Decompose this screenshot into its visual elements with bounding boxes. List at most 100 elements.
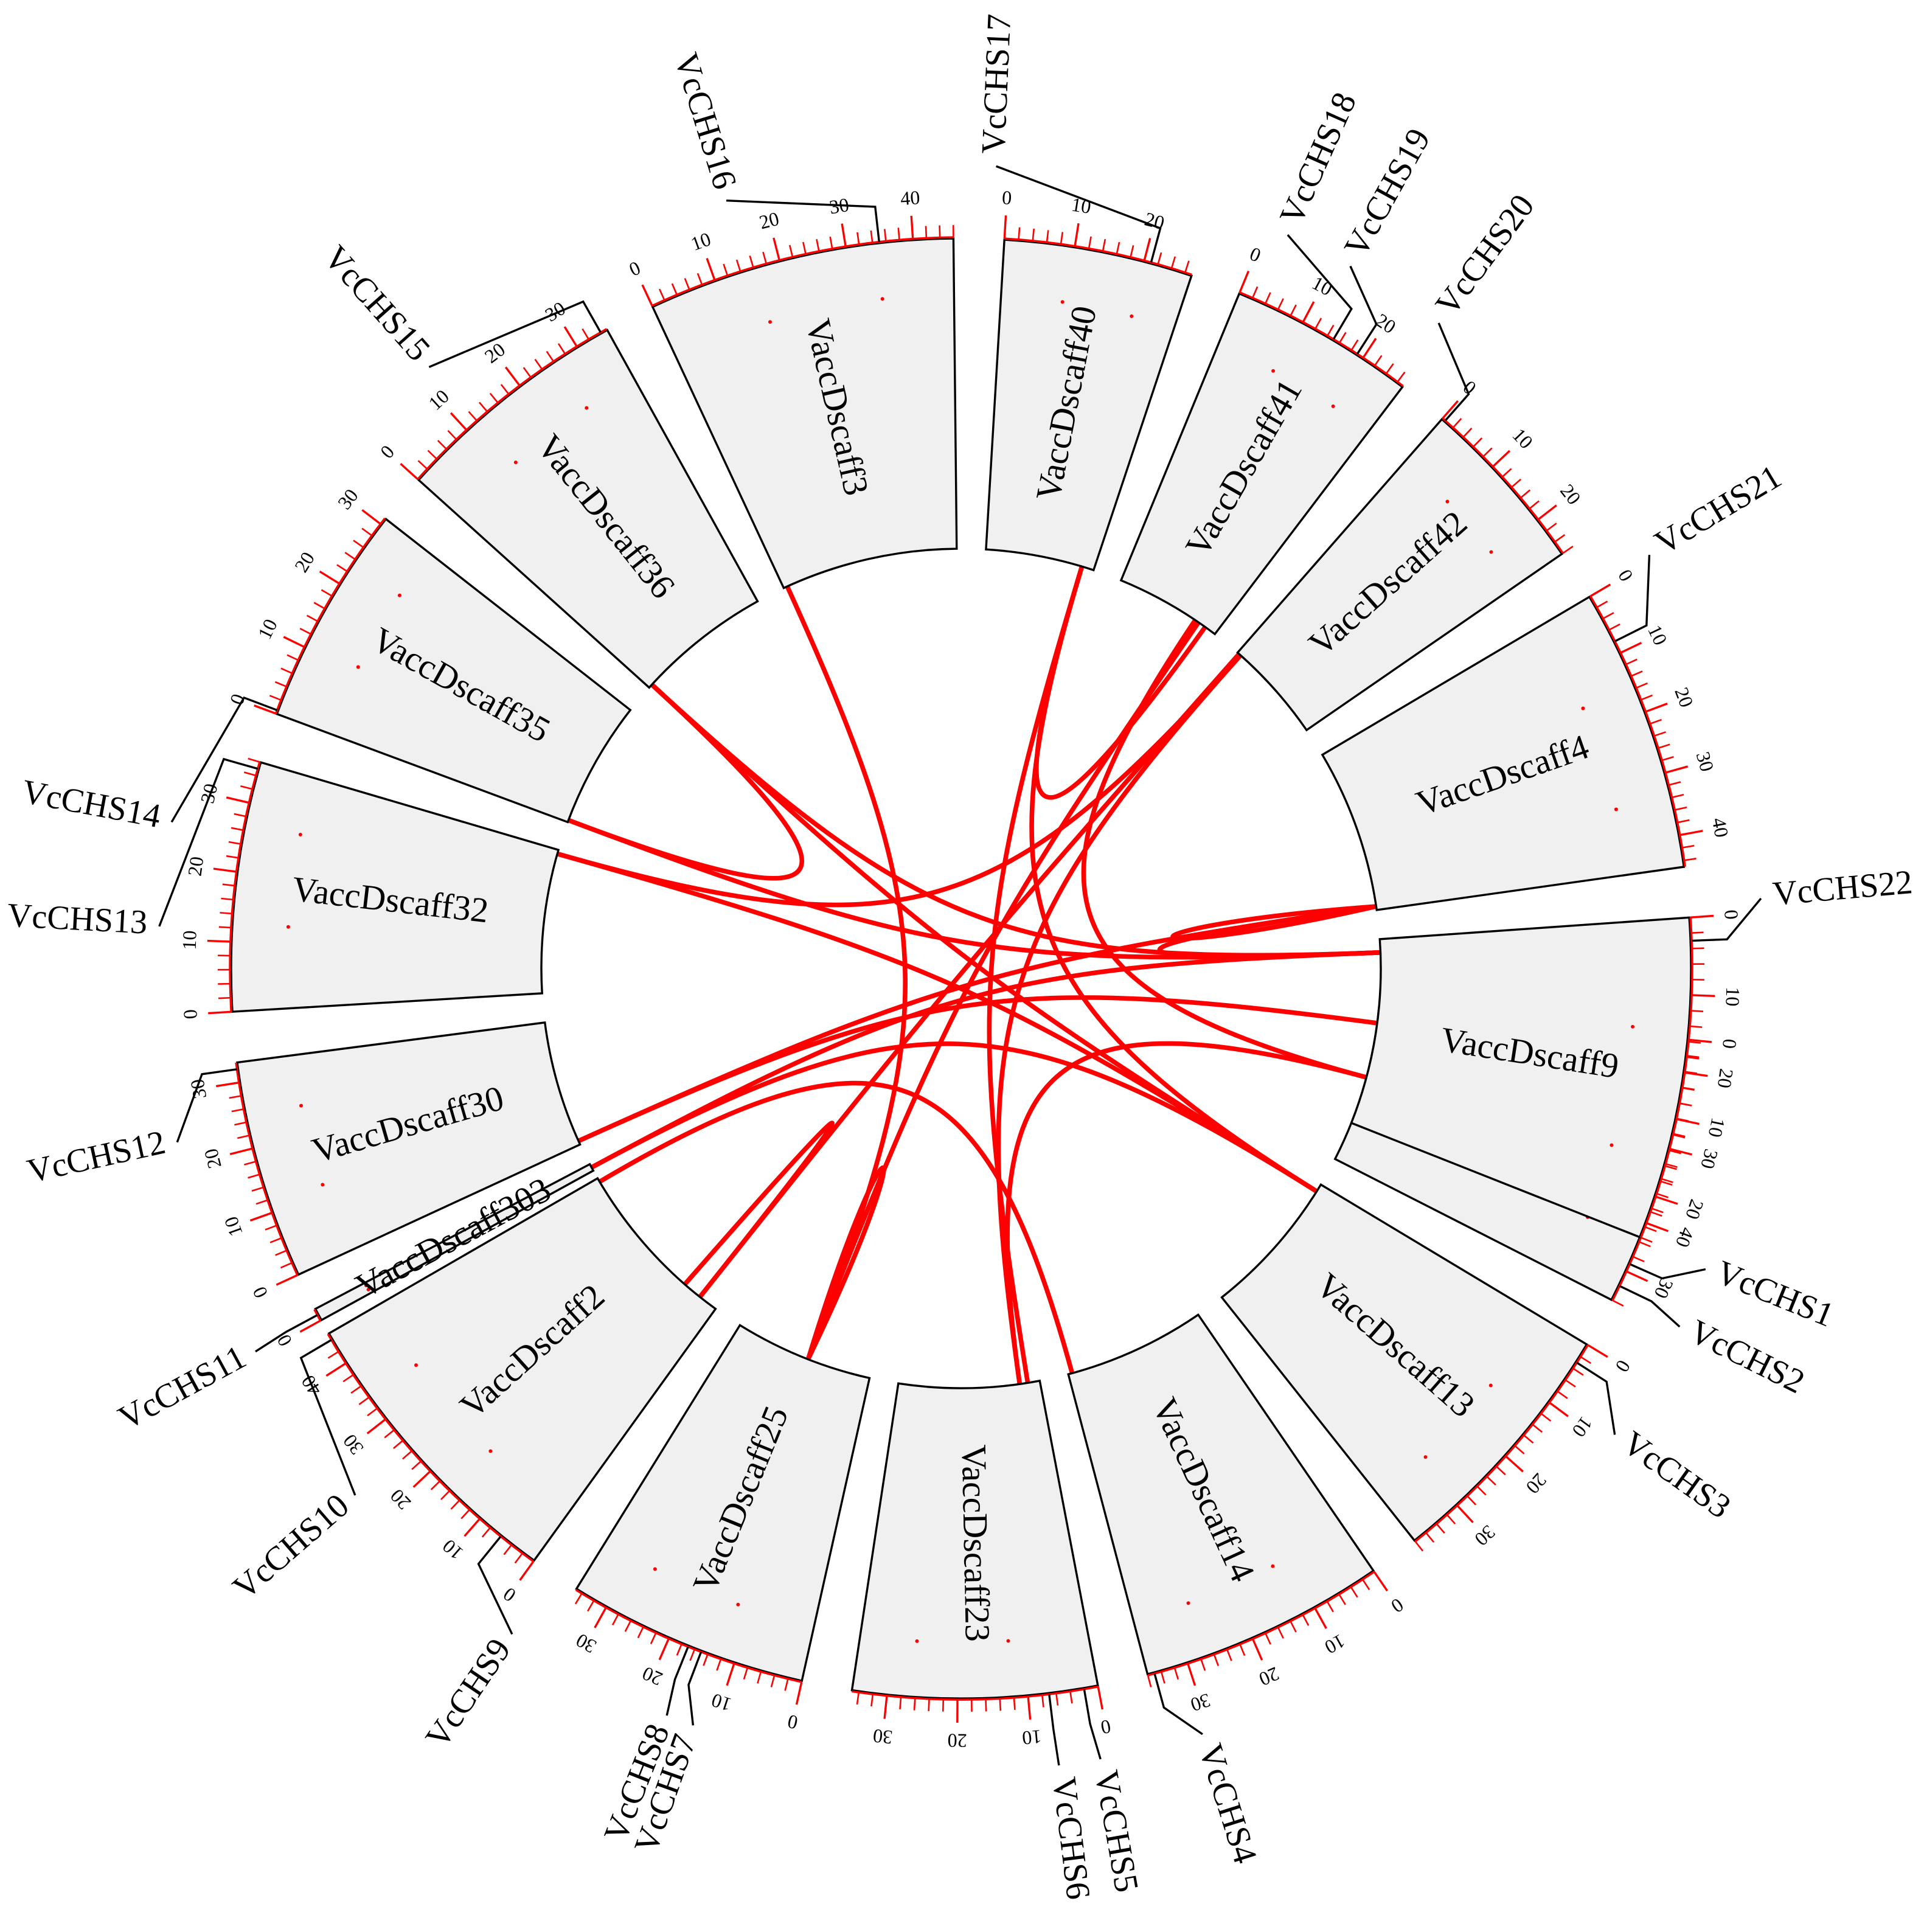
minor-tick: [1690, 1010, 1704, 1012]
minor-tick: [735, 259, 741, 272]
synteny-link: [555, 653, 1243, 908]
minor-tick: [1540, 1413, 1552, 1422]
feature-dot: [1186, 1601, 1190, 1605]
major-tick: [1684, 1071, 1708, 1077]
tick-label: 0: [179, 1009, 201, 1020]
minor-tick: [248, 757, 260, 763]
major-tick: [254, 704, 276, 715]
minor-tick: [367, 1408, 378, 1417]
minor-tick: [1116, 241, 1120, 254]
tick-label: 10: [1721, 987, 1744, 1007]
minor-tick: [489, 392, 499, 403]
minor-tick: [1690, 1025, 1703, 1028]
scale-axis: [1442, 417, 1564, 554]
minor-tick: [899, 1697, 902, 1709]
scale-axis: [417, 328, 608, 480]
major-tick: [910, 215, 914, 239]
minor-tick: [534, 358, 543, 370]
minor-tick: [870, 1694, 874, 1707]
tick-label: 40: [1708, 816, 1733, 839]
minor-tick: [237, 1135, 250, 1139]
minor-tick: [658, 288, 665, 301]
minor-tick: [1473, 437, 1483, 448]
tick-label: 30: [872, 1725, 893, 1749]
minor-tick: [985, 1699, 987, 1712]
gene-leader-line: [158, 757, 259, 927]
tick-label: 20: [1670, 684, 1698, 711]
tick-label: 10: [688, 228, 714, 255]
tick-label: 0: [785, 1711, 799, 1734]
tick-label: 30: [186, 1078, 211, 1100]
minor-tick: [897, 228, 900, 240]
gene-label: VcCHS3: [1616, 1424, 1738, 1526]
minor-tick: [671, 283, 678, 296]
gene-label: VcCHS9: [418, 1632, 519, 1755]
gene-label: VcCHS10: [226, 1487, 356, 1607]
major-tick: [883, 1695, 888, 1719]
minor-tick: [1669, 1149, 1681, 1155]
minor-tick: [384, 1429, 395, 1439]
tick-label: 0: [1099, 1715, 1113, 1739]
minor-tick: [1692, 947, 1704, 950]
minor-tick: [234, 1121, 247, 1126]
minor-tick: [275, 1249, 287, 1256]
minor-tick: [1265, 1633, 1271, 1645]
minor-tick: [251, 1186, 264, 1192]
minor-tick: [1580, 1356, 1592, 1364]
synteny-link: [597, 1080, 1075, 1376]
minor-tick: [788, 245, 794, 257]
tick-label: 30: [1697, 1147, 1723, 1171]
minor-tick: [1546, 523, 1557, 532]
minor-tick: [1511, 478, 1521, 488]
major-tick: [795, 1681, 803, 1705]
major-tick: [563, 326, 578, 347]
major-tick: [1689, 1038, 1712, 1043]
minor-tick: [468, 411, 478, 422]
gene-leader-line: [995, 165, 1162, 263]
tick-label: 10: [424, 385, 453, 414]
minor-tick: [1476, 1485, 1487, 1496]
tick-label: 30: [1188, 1689, 1214, 1716]
tick-label: 30: [333, 485, 363, 513]
tick-label: 0: [1387, 1594, 1408, 1618]
minor-tick: [1326, 1600, 1334, 1613]
chromosome-block: [651, 237, 958, 589]
tick-label: 0: [626, 257, 644, 280]
major-tick: [1097, 1686, 1104, 1710]
minor-tick: [1661, 1178, 1673, 1183]
tick-label: 10: [1070, 193, 1092, 218]
tick-label: 20: [757, 207, 781, 234]
major-tick: [504, 366, 521, 386]
major-tick: [1492, 450, 1511, 468]
minor-tick: [231, 1108, 244, 1113]
minor-tick: [1290, 304, 1297, 316]
feature-dot: [1489, 550, 1493, 554]
feature-dot: [768, 320, 772, 324]
major-tick: [841, 223, 847, 247]
minor-tick: [1173, 1667, 1179, 1680]
gene-leader-line: [1629, 1263, 1706, 1280]
chromosome-block: [417, 328, 759, 689]
minor-tick: [1467, 1495, 1477, 1506]
minor-tick: [306, 614, 318, 622]
major-tick: [299, 1319, 321, 1333]
major-tick: [249, 1212, 273, 1222]
minor-tick: [1239, 1644, 1246, 1656]
major-tick: [276, 1274, 298, 1286]
minor-tick: [1639, 1241, 1651, 1248]
major-tick: [450, 412, 468, 431]
major-tick: [1620, 642, 1642, 654]
minor-tick: [1184, 260, 1190, 273]
minor-tick: [1677, 819, 1690, 824]
chromosome-block: [1119, 292, 1404, 636]
feature-dot: [1060, 300, 1064, 304]
feature-dot: [880, 297, 884, 301]
major-tick: [229, 1147, 253, 1155]
gene-leader-line: [299, 1339, 356, 1496]
minor-tick: [402, 1450, 412, 1460]
minor-tick: [1596, 600, 1608, 608]
feature-dot: [1006, 1639, 1010, 1643]
minor-tick: [1496, 1465, 1506, 1476]
feature-dot: [366, 1287, 370, 1291]
